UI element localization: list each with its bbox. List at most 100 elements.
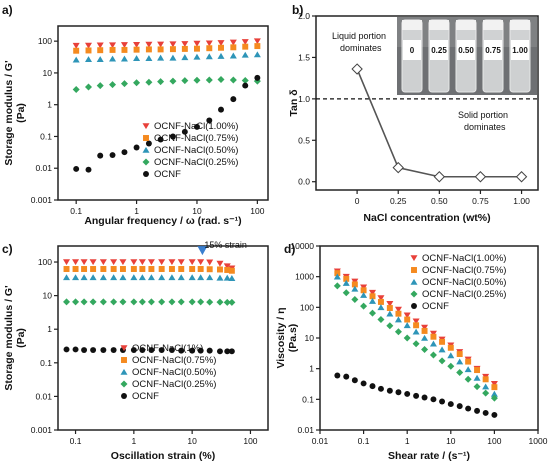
y-tick-label: 1.0 [298,94,310,104]
data-point [72,42,80,49]
data-point [224,267,231,273]
data-point [168,347,175,354]
data-point [177,274,185,281]
panel-c-xlabel: Oscillation strain (%) [111,450,215,462]
data-point [157,41,165,48]
data-point [145,55,153,62]
data-point [412,328,420,335]
data-point [189,266,196,272]
vial-cap [456,20,476,30]
y-tick-label: 0.5 [298,135,310,145]
data-point [169,46,176,53]
panel-b-label: b) [292,3,303,17]
y-tick-label: 10000 [290,241,314,251]
legend-label: OCNF-NaCl(0.25%) [422,289,506,300]
legend-marker [142,146,150,153]
legend-label: OCNF-NaCl(0.25%) [132,379,216,390]
data-point [474,407,481,414]
data-point [130,347,137,354]
data-point [97,47,104,54]
data-point [229,76,237,84]
data-point [138,274,146,281]
data-point [85,42,93,49]
y-tick-label: 10 [305,333,315,343]
data-point [473,374,481,381]
data-point [145,46,152,53]
data-point [228,275,236,282]
y-tick-label: 0.001 [31,195,53,205]
x-tick-label: 1000 [529,436,548,446]
data-point [403,312,411,319]
vial-cap [510,20,530,30]
data-point [177,298,185,306]
legend-marker [121,357,127,363]
data-point [147,259,155,266]
data-point [368,289,376,296]
x-tick-label: 100 [250,206,264,216]
y-tick-label: 0.01 [35,163,52,173]
data-point [482,389,490,397]
data-point [188,298,196,306]
strain-arrow-icon [197,246,208,256]
data-point [421,327,428,334]
legend-marker [142,158,150,166]
vial-label: 0 [410,46,415,55]
data-point [429,330,437,337]
data-point [421,334,429,341]
data-point [96,82,104,90]
data-point [241,51,249,58]
x-tick-label: 0.50 [431,196,448,206]
data-point [377,385,384,392]
data-point [157,54,165,61]
data-point [85,47,92,54]
data-point [73,47,80,54]
panel-b-ylabel: Tan δ [288,89,300,116]
y-tick-label: 100 [38,36,52,46]
data-point [404,316,411,323]
data-point [110,274,118,281]
data-point [343,373,350,380]
data-point [197,298,205,306]
data-point [230,96,237,103]
data-point [438,357,446,365]
panel-a: a) 0.001 0.01 0.1 1 10 100 0.1 1 10 100 Angular … [2,3,269,227]
data-point [223,263,231,270]
data-point [72,259,80,266]
y-tick-label: 10 [43,291,53,301]
data-point [109,55,117,62]
data-point [412,318,420,325]
data-point [120,80,128,88]
data-point [110,347,117,354]
data-point [447,352,455,359]
data-point [412,340,420,348]
data-point [158,274,166,281]
data-point [63,259,71,266]
data-point [351,285,359,292]
x-tick-label: 1 [134,206,139,216]
x-tick-label: 0.75 [472,196,489,206]
y-tick-label: 2.0 [298,11,310,21]
x-tick-label: 0.01 [312,436,329,446]
data-point [133,46,140,53]
data-point [197,274,205,281]
data-point [133,144,140,151]
panel-b: b) 0.0 0.5 1.0 1.5 2.0 0 0.25 0.50 0.75 1.00 NaC… [288,3,539,224]
x-tick-label: 0.1 [358,436,370,446]
data-point [447,344,454,351]
x-tick-label: 10 [446,436,456,446]
data-point [217,40,225,47]
data-point [334,270,341,277]
data-point [394,306,402,313]
panel-c-annotation: 15% strain [204,240,247,250]
data-point [254,43,261,50]
data-point [216,274,224,281]
data-point [100,347,107,354]
data-point [193,123,200,130]
x-tick-label: 10 [187,436,197,446]
data-point [334,372,341,379]
data-point [386,310,394,317]
data-point [181,128,188,135]
panel-c-yunit: (Pa) [15,328,27,348]
data-point [368,297,376,304]
data-point [197,347,204,354]
